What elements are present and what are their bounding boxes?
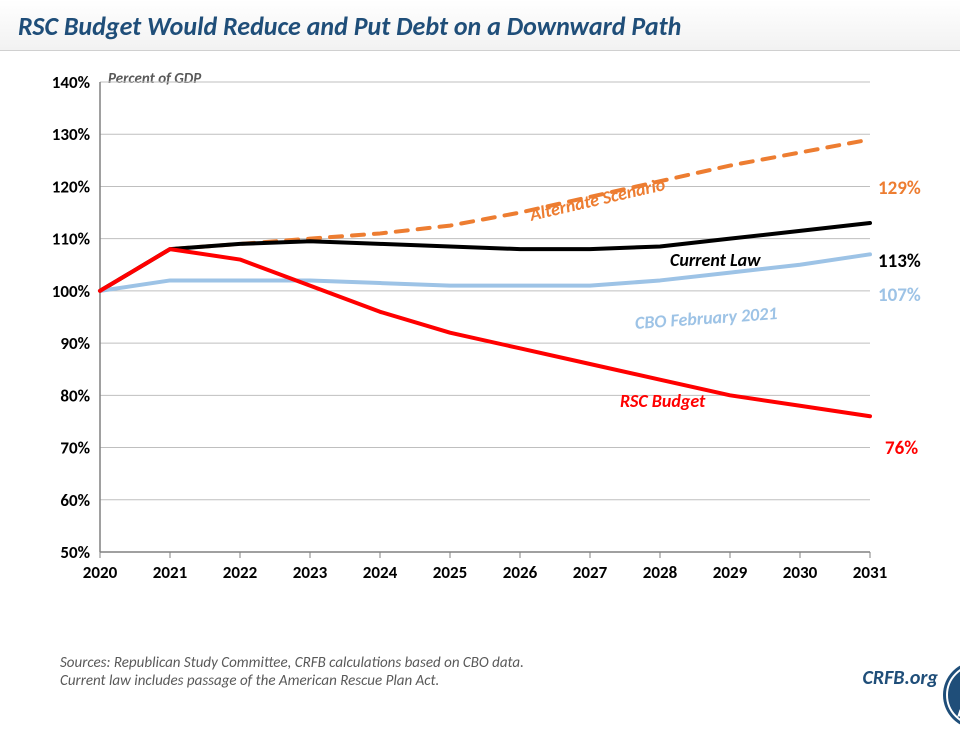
svg-text:2029: 2029 <box>713 562 748 583</box>
series-label: Current Law <box>670 249 761 271</box>
svg-text:2030: 2030 <box>783 562 818 583</box>
svg-text:70%: 70% <box>60 438 90 459</box>
svg-text:50%: 50% <box>60 542 90 563</box>
svg-text:140%: 140% <box>52 72 90 93</box>
svg-text:110%: 110% <box>52 229 90 250</box>
svg-text:2031: 2031 <box>853 562 887 583</box>
series-label: RSC Budget <box>620 390 705 412</box>
svg-text:60%: 60% <box>60 490 90 511</box>
svg-text:2028: 2028 <box>643 562 678 583</box>
line-chart-svg: 50% 60% 70% 80% 90% 100% 110% 120% 130% 140% 2020 2… <box>30 72 930 622</box>
svg-text:90%: 90% <box>60 333 90 354</box>
svg-text:2026: 2026 <box>503 562 538 583</box>
svg-text:130%: 130% <box>52 124 90 145</box>
svg-text:2020: 2020 <box>83 562 118 583</box>
svg-text:2021: 2021 <box>153 562 187 583</box>
svg-text:100%: 100% <box>52 281 90 302</box>
svg-text:2022: 2022 <box>223 562 258 583</box>
sources-note: Sources: Republican Study Committee, CRF… <box>60 654 524 690</box>
end-value-label: 129% <box>878 177 921 200</box>
svg-text:80%: 80% <box>60 385 90 406</box>
svg-text:2027: 2027 <box>573 562 608 583</box>
svg-text:2023: 2023 <box>293 562 328 583</box>
brand-text: CRFB.org <box>862 666 938 690</box>
end-value-label: 113% <box>878 250 921 273</box>
chart-title: RSC Budget Would Reduce and Put Debt on … <box>18 10 942 42</box>
title-bar: RSC Budget Would Reduce and Put Debt on … <box>0 0 960 51</box>
end-value-label: 107% <box>878 284 921 307</box>
sources-line-1: Sources: Republican Study Committee, CRF… <box>60 654 524 672</box>
sources-line-2: Current law includes passage of the Amer… <box>60 672 524 690</box>
svg-text:2024: 2024 <box>363 562 398 583</box>
end-value-label: 76% <box>885 437 918 460</box>
svg-text:2025: 2025 <box>433 562 467 583</box>
chart-area: Percent of GDP 50%60%70%80%90%100%110%12… <box>30 72 930 622</box>
svg-text:120%: 120% <box>52 176 90 197</box>
